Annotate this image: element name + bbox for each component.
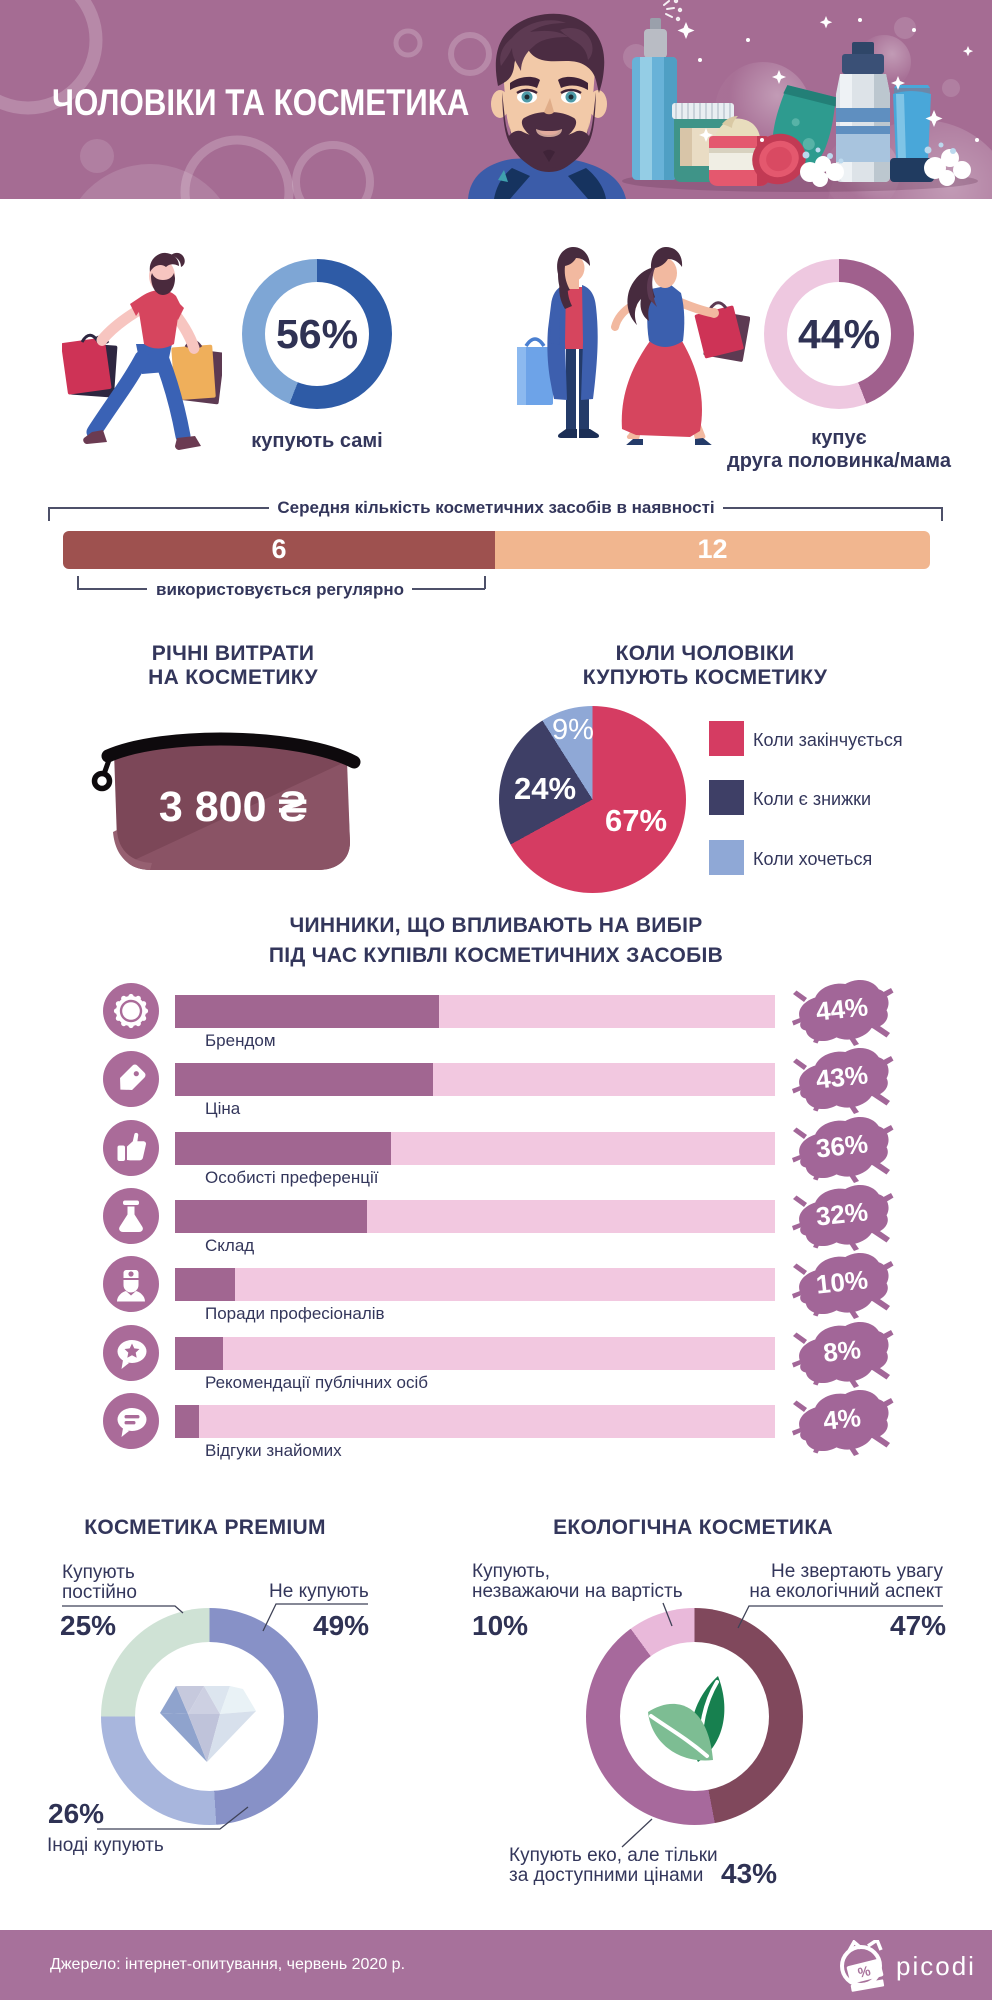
- svg-text:picodi: picodi: [896, 1951, 976, 1981]
- svg-text:%: %: [856, 1962, 872, 1981]
